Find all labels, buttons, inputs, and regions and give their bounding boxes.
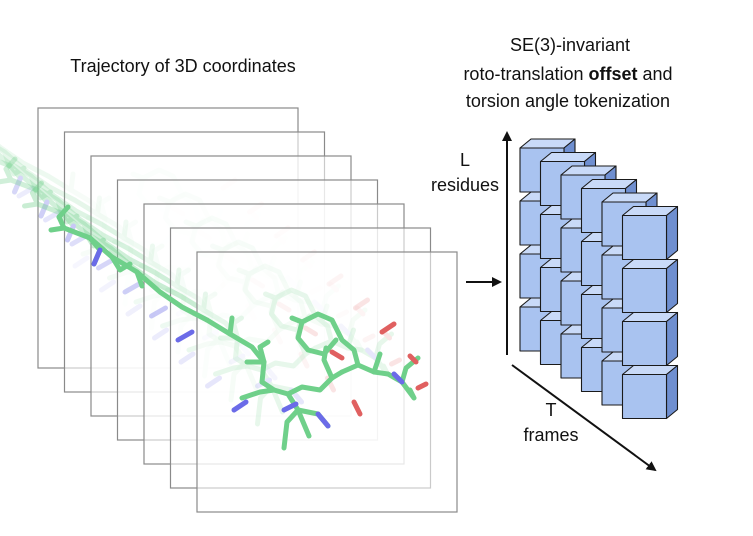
carbon-bond [3, 158, 27, 177]
frames-axis-label-t: T [546, 400, 557, 420]
nitrogen-bond [91, 247, 103, 267]
nitrogen-bond [149, 305, 168, 319]
right-title-line3: torsion angle tokenization [466, 91, 670, 111]
right-title-line2-pre: roto-translation [463, 64, 588, 84]
nitrogen-bond [175, 329, 195, 343]
carbon-bond [339, 362, 391, 377]
carbon-bond [30, 180, 44, 196]
carbon-bond [227, 315, 235, 337]
carbon-bond [8, 163, 23, 195]
carbon-bond [257, 339, 271, 365]
oxygen-bond [351, 399, 363, 417]
carbon-bond [30, 190, 183, 299]
carbon-bond [204, 317, 267, 385]
carbon-bond [3, 156, 18, 172]
token-tensor [519, 138, 679, 420]
token-cube [621, 258, 679, 314]
left-title: Trajectory of 3D coordinates [70, 56, 295, 76]
nitrogen-bond [231, 399, 249, 413]
frames-axis-label: frames [523, 425, 578, 445]
carbon-bond [0, 159, 130, 251]
carbon-bond [0, 177, 14, 185]
carbon-bond [48, 225, 67, 233]
token-cube [621, 364, 679, 420]
carbon-bond [0, 146, 77, 203]
nitrogen-bond [43, 209, 62, 223]
right-title-line1: SE(3)-invariant [510, 35, 630, 55]
token-cube [621, 311, 679, 367]
carbon-bond [30, 182, 53, 201]
carbon-bond [239, 387, 277, 401]
carbon-bond [61, 211, 76, 243]
oxygen-bond [379, 321, 397, 335]
residues-axis-label: residues [431, 175, 499, 195]
oxygen-bond [329, 349, 345, 361]
molecule-stick-model [48, 204, 429, 451]
carbon-bond [22, 201, 40, 209]
trajectory-frame [48, 204, 458, 513]
carbon-bond [371, 351, 383, 375]
nitrogen-bond [16, 185, 36, 199]
carbon-bond [281, 407, 301, 451]
carbon-bond [3, 166, 157, 275]
token-cube [621, 205, 679, 261]
carbon-bond [0, 143, 51, 179]
right-title-line2-post: and [638, 64, 673, 84]
carbon-bond [295, 319, 339, 357]
nitrogen-bond [96, 257, 115, 271]
carbon-bond [134, 269, 145, 289]
oxygen-bond [407, 353, 419, 365]
carbon-bond [2, 149, 12, 169]
trajectory-frames [0, 107, 458, 513]
carbon-bond [0, 152, 104, 227]
carbon-bond [56, 204, 71, 220]
nitrogen-bond [38, 199, 50, 219]
right-title-line2-bold: offset [589, 64, 638, 84]
carbon-bond [28, 173, 39, 193]
right-title-line2: roto-translation offset and [463, 64, 672, 84]
nitrogen-bond [281, 401, 299, 413]
carbon-bond [109, 254, 133, 273]
frames-axis-arrow [511, 364, 657, 472]
oxygen-bond [415, 381, 429, 391]
nitrogen-bond [12, 175, 23, 195]
residues-axis-label-l: L [460, 150, 470, 170]
nitrogen-bond [122, 281, 142, 295]
nitrogen-bond [391, 371, 405, 385]
nitrogen-bond [315, 411, 331, 429]
carbon-bond [285, 369, 345, 397]
carbon-bond [34, 187, 50, 219]
